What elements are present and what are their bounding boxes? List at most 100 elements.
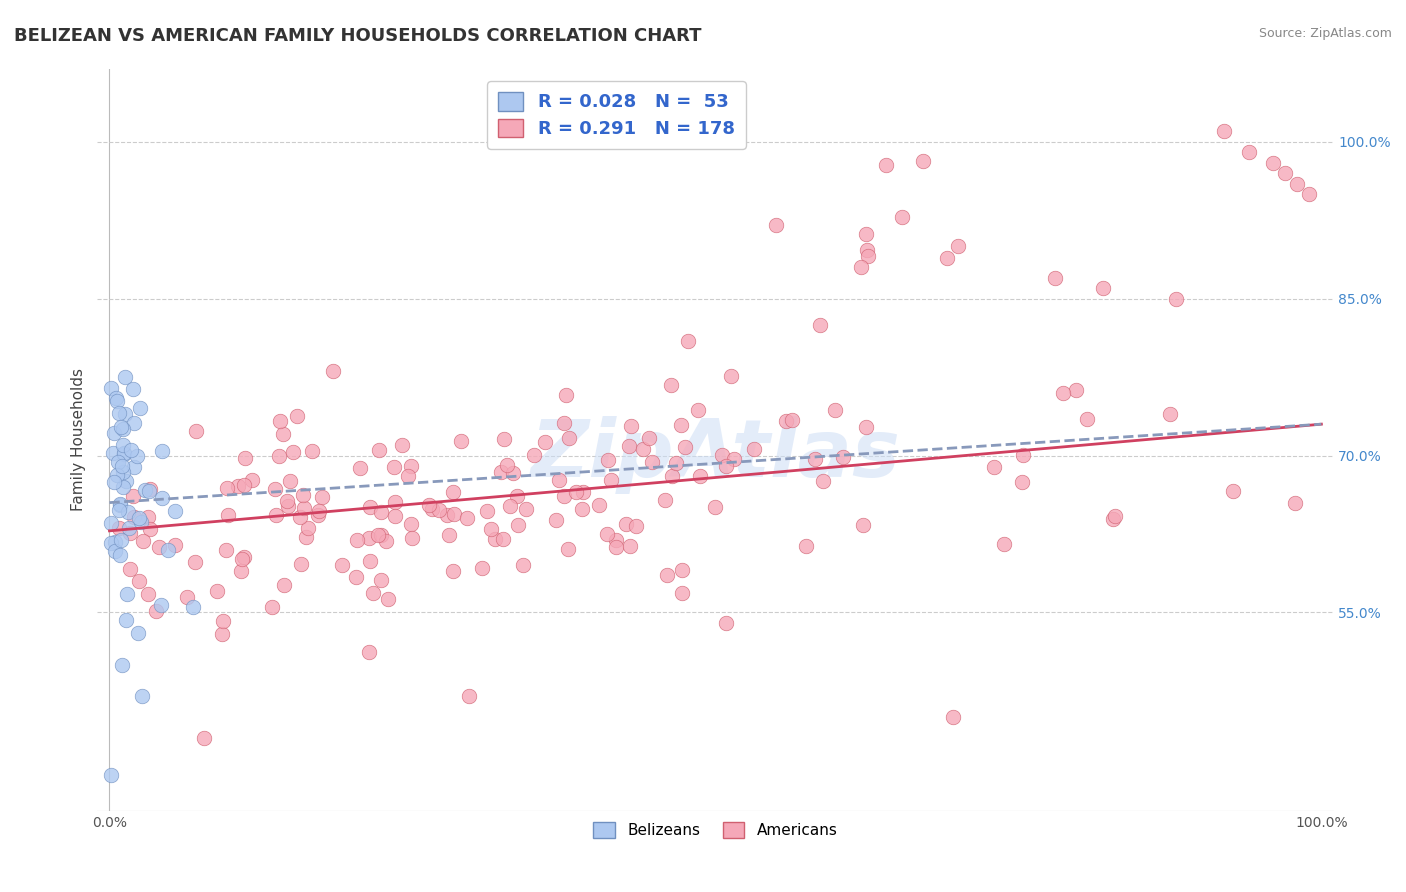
Point	[112, 446, 135, 460]
Point	[620, 419, 643, 434]
Point	[134, 483, 156, 497]
Point	[600, 473, 623, 487]
Point	[443, 507, 465, 521]
Point	[673, 440, 696, 454]
Point	[122, 460, 145, 475]
Point	[226, 479, 249, 493]
Point	[346, 533, 368, 547]
Point	[165, 538, 187, 552]
Point	[856, 243, 879, 257]
Point	[281, 444, 304, 458]
Point	[367, 442, 389, 457]
Point	[633, 442, 655, 457]
Point	[139, 482, 162, 496]
Point	[301, 443, 323, 458]
Point	[638, 431, 661, 445]
Point	[456, 511, 478, 525]
Point	[136, 510, 159, 524]
Text: ZipAtlas: ZipAtlas	[530, 416, 900, 493]
Point	[122, 510, 145, 524]
Point	[344, 570, 367, 584]
Point	[138, 587, 160, 601]
Point	[240, 473, 263, 487]
Point	[1104, 508, 1126, 523]
Point	[108, 498, 131, 512]
Point	[349, 461, 371, 475]
Point	[111, 657, 134, 672]
Point	[112, 447, 135, 461]
Point	[176, 591, 198, 605]
Point	[831, 450, 853, 464]
Point	[1261, 155, 1284, 169]
Point	[824, 402, 846, 417]
Point	[111, 480, 134, 494]
Point	[856, 249, 879, 263]
Point	[669, 418, 692, 433]
Point	[775, 414, 797, 428]
Point	[993, 537, 1015, 551]
Point	[557, 542, 579, 557]
Point	[292, 500, 315, 515]
Point	[264, 483, 287, 497]
Point	[110, 458, 132, 473]
Point	[115, 474, 138, 488]
Point	[370, 528, 392, 542]
Point	[122, 489, 145, 503]
Point	[804, 451, 827, 466]
Point	[1298, 187, 1320, 202]
Point	[100, 536, 122, 550]
Point	[271, 426, 294, 441]
Point	[308, 504, 330, 518]
Point	[436, 508, 458, 523]
Point	[492, 432, 515, 446]
Point	[605, 540, 627, 554]
Point	[1076, 412, 1098, 426]
Point	[100, 767, 122, 781]
Point	[714, 458, 737, 473]
Point	[359, 554, 381, 568]
Point	[1011, 448, 1033, 462]
Point	[496, 458, 519, 473]
Point	[554, 388, 576, 402]
Legend: Belizeans, Americans: Belizeans, Americans	[588, 816, 844, 845]
Point	[640, 455, 662, 469]
Point	[654, 493, 676, 508]
Point	[553, 489, 575, 503]
Point	[564, 485, 586, 500]
Point	[118, 525, 141, 540]
Point	[619, 540, 641, 554]
Point	[399, 517, 422, 532]
Point	[131, 534, 153, 549]
Point	[765, 219, 787, 233]
Point	[232, 478, 254, 492]
Point	[370, 505, 392, 519]
Point	[370, 573, 392, 587]
Point	[100, 516, 122, 531]
Point	[571, 501, 593, 516]
Point	[112, 465, 135, 479]
Point	[121, 382, 143, 396]
Point	[114, 370, 136, 384]
Point	[439, 528, 461, 542]
Point	[233, 450, 256, 465]
Point	[127, 626, 149, 640]
Point	[849, 260, 872, 275]
Point	[427, 502, 450, 516]
Point	[262, 599, 284, 614]
Point	[678, 334, 700, 348]
Point	[108, 406, 131, 420]
Point	[742, 442, 765, 456]
Point	[212, 614, 235, 628]
Point	[267, 450, 290, 464]
Point	[523, 449, 546, 463]
Point	[605, 533, 627, 547]
Point	[506, 489, 529, 503]
Point	[184, 424, 207, 438]
Point	[111, 422, 134, 436]
Point	[150, 598, 173, 612]
Point	[307, 508, 329, 522]
Point	[117, 505, 139, 519]
Point	[131, 689, 153, 703]
Point	[114, 613, 136, 627]
Point	[475, 504, 498, 518]
